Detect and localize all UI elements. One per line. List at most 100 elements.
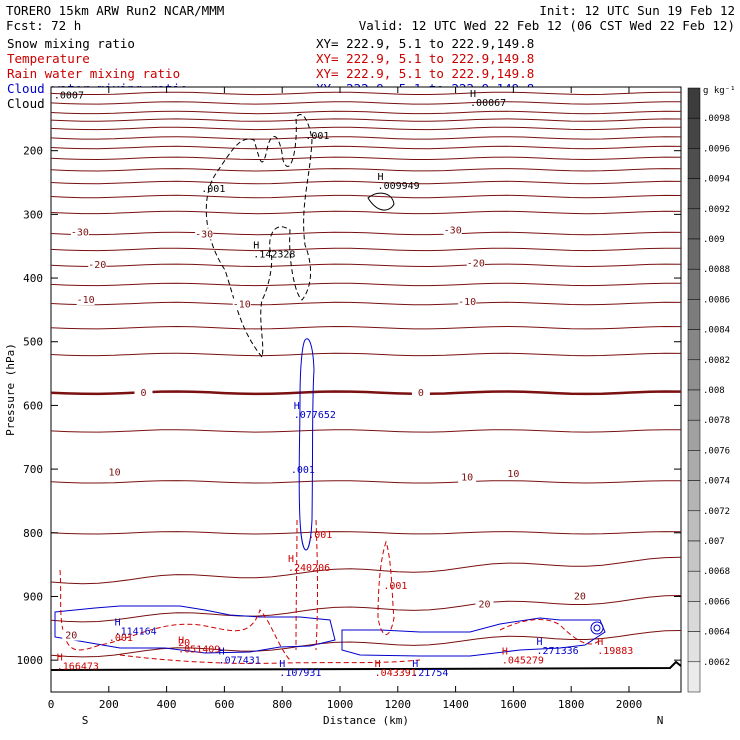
y-tick-label: 300	[23, 208, 43, 221]
contour-label: 20	[178, 638, 190, 649]
colorbar-swatch	[687, 299, 701, 330]
colorbar: .0098 .0096 .0094 .0092 .009 .0088 .0086 .0084.…	[687, 86, 736, 693]
isotherm-minor-line	[50, 630, 682, 658]
cloud-water-contours	[54, 338, 606, 657]
x-tick-label: 600	[214, 698, 234, 711]
x-axis-label: Distance (km)	[323, 714, 409, 727]
isotherm-label: -10	[458, 297, 476, 308]
isotherm-label: 10	[507, 469, 519, 480]
isotherm-label-bg	[504, 467, 523, 479]
colorbar-tick: .0094	[703, 175, 730, 185]
max-value-label: .009949	[378, 181, 420, 192]
colorbar-swatch	[687, 661, 701, 693]
colorbar-tick: .0098	[703, 114, 730, 124]
isotherm-minor-line	[50, 118, 682, 122]
legend-entry-name: Temperature	[7, 51, 90, 66]
isotherm-minor-line	[50, 531, 682, 535]
axes: 0 200 400 600 800 1000 1200 1400 1600 1800 2000200…	[4, 87, 681, 727]
header: TORERO 15km ARW Run2 NCAR/MMM Init: 12 U…	[6, 3, 735, 33]
isotherm-label-bg	[88, 258, 107, 270]
max-value-label: .043391	[375, 668, 417, 679]
isotherm-line	[50, 390, 682, 396]
colorbar-tick: .0066	[703, 597, 730, 607]
isotherm-label-bg	[458, 295, 477, 307]
isotherm-label-bg	[443, 224, 462, 236]
isotherm-label: 20	[65, 631, 77, 642]
temperature-contours	[50, 91, 682, 658]
max-value-label: .142328	[253, 250, 295, 261]
x-tick-label: 400	[157, 698, 177, 711]
isotherm-minor-line	[50, 247, 682, 252]
isotherm-label: -10	[77, 295, 95, 306]
isotherm-label-bg	[195, 228, 214, 240]
max-marker: H	[537, 637, 543, 648]
isotherm-minor-line	[50, 352, 682, 357]
colorbar-swatch	[687, 389, 701, 421]
max-value-label: .166473	[57, 662, 99, 673]
max-marker: H	[288, 554, 294, 565]
y-axis-label: Pressure (hPa)	[4, 343, 17, 436]
colorbar-tick: .0088	[703, 265, 730, 275]
colorbar-swatch	[687, 148, 701, 179]
isotherm-minor-line	[50, 429, 682, 433]
direction-left: S	[82, 714, 89, 727]
header-line2-right: Valid: 12 UTC Wed 22 Feb 12 (06 CST Wed …	[359, 18, 735, 33]
colorbar-tick: .0072	[703, 507, 730, 517]
colorbar-tick: .0092	[703, 205, 730, 215]
isotherm-line	[50, 231, 682, 236]
colorbar-swatch	[687, 178, 701, 210]
max-marker: H	[219, 646, 225, 657]
y-tick-label: 800	[23, 527, 43, 540]
isotherm-minor-line	[50, 180, 682, 185]
contour-label: .001	[201, 184, 225, 195]
colorbar-tick: .0078	[703, 416, 730, 426]
isotherm-label: 0	[418, 388, 424, 399]
isotherm-label-bg	[466, 257, 485, 269]
max-marker: H	[57, 653, 63, 664]
max-value-label: .19883	[597, 646, 633, 657]
terrain-line	[50, 660, 682, 671]
isotherm-line	[50, 480, 682, 484]
contour-label: .001	[109, 633, 133, 644]
colorbar-swatch	[687, 631, 701, 663]
isotherm-minor-line	[50, 194, 682, 199]
isotherm-label-bg	[475, 598, 494, 610]
isotherm-line	[50, 301, 682, 306]
max-value-label: .00067	[470, 98, 506, 109]
isotherm-label-bg	[62, 629, 81, 641]
legend-entry-xy: XY= 222.9, 5.1 to 222.9,149.8	[316, 66, 534, 81]
isotherm-label-bg	[570, 590, 589, 602]
max-marker: H	[375, 659, 381, 670]
isotherm-minor-line	[50, 168, 682, 172]
max-value-label: .051409	[178, 645, 220, 656]
isotherm-label: 0	[140, 388, 146, 399]
colorbar-swatch	[687, 359, 701, 391]
colorbar-tick: .0096	[703, 144, 730, 154]
isotherm-minor-line	[50, 145, 682, 150]
isotherm-minor-line	[50, 156, 682, 161]
colorbar-swatch	[687, 117, 701, 149]
isotherm-minor-line	[50, 110, 682, 115]
isotherm-label: -20	[467, 259, 485, 270]
y-tick-label: 200	[23, 145, 43, 158]
x-tick-label: 1200	[385, 698, 412, 711]
isotherm-label-bg	[134, 386, 153, 398]
colorbar-swatch	[687, 87, 701, 119]
x-tick-label: 800	[272, 698, 292, 711]
isotherm-label-bg	[458, 471, 477, 483]
isotherm-label: -30	[195, 229, 213, 240]
max-marker: H	[253, 241, 259, 252]
isotherm-minor-line	[50, 91, 682, 96]
max-value-label: .107931	[279, 668, 321, 679]
isotherm-label: -30	[71, 227, 89, 238]
colorbar-swatch	[687, 450, 701, 481]
legend-entry-xy: XY= 222.9, 5.1 to 222.9,149.8	[316, 51, 534, 66]
x-tick-label: 0	[48, 698, 55, 711]
max-marker: H	[178, 636, 184, 647]
y-tick-label: 400	[23, 272, 43, 285]
isotherm-minor-line	[50, 556, 682, 585]
max-marker: H	[115, 618, 121, 629]
colorbar-swatch	[687, 570, 701, 602]
max-marker: H	[470, 89, 476, 100]
isotherm-label-bg	[76, 293, 95, 305]
